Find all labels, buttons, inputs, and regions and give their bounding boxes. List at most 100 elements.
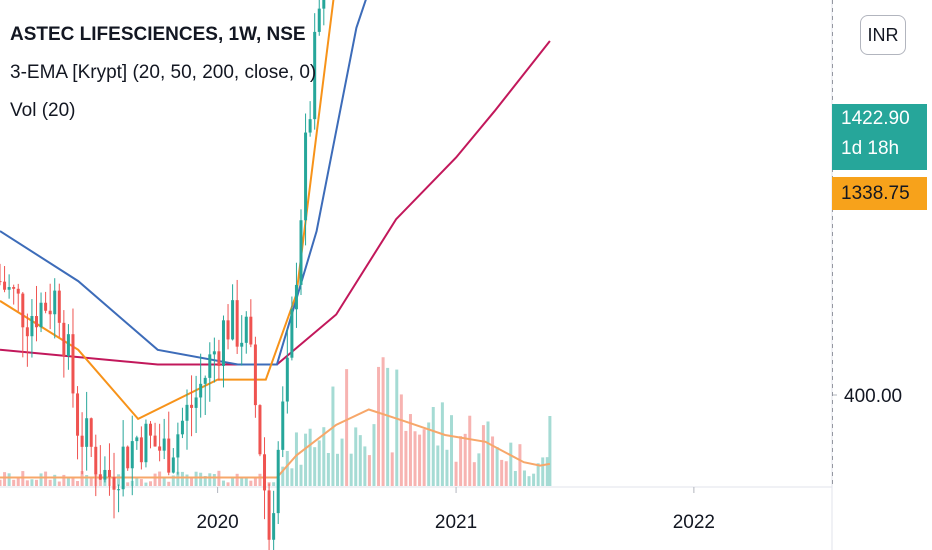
candle-body [121, 446, 125, 490]
volume-bar [203, 475, 207, 486]
candle-body [180, 420, 184, 435]
volume-bar [527, 476, 531, 486]
candle-body [322, 0, 326, 9]
volume-bar [167, 481, 171, 486]
volume-bar [98, 478, 102, 486]
candle-body [117, 489, 121, 491]
volume-bar [57, 481, 61, 486]
volume-bar [0, 479, 2, 486]
candle-body [276, 449, 280, 514]
candle-body [135, 437, 139, 442]
volume-bar [450, 415, 454, 486]
volume-bar [158, 471, 162, 486]
candle-body [240, 342, 244, 347]
volume-bar [399, 394, 403, 486]
candle-body [253, 344, 257, 406]
volume-bar [290, 468, 294, 486]
volume-bar [513, 470, 517, 486]
volume-bar [500, 459, 504, 486]
volume-bar [548, 416, 552, 486]
candle-body [16, 288, 20, 294]
candle-body [3, 281, 7, 290]
candle-body [176, 434, 180, 458]
candle-body [126, 446, 130, 469]
candle-body [57, 290, 61, 323]
candle-body [221, 320, 225, 366]
volume-bar [367, 455, 371, 486]
volume-bar [349, 453, 353, 486]
volume-bar [272, 482, 276, 486]
volume-bar [76, 481, 80, 486]
ema-indicator-legend[interactable]: 3-EMA [Krypt] (20, 50, 200, close, 0) [10, 62, 317, 83]
volume-bar [48, 479, 52, 486]
volume-bar [335, 453, 339, 486]
volume-bar [522, 470, 526, 486]
candle-body [190, 404, 194, 408]
volume-bar [249, 480, 253, 486]
volume-bar [21, 471, 25, 486]
volume-bar [481, 425, 485, 486]
volume-bar [285, 451, 289, 486]
volume-bar [363, 446, 367, 486]
volume-bar [16, 476, 20, 486]
volume-bar [281, 466, 285, 486]
candle-body [66, 334, 70, 356]
volume-bar [308, 428, 312, 486]
volume-bar [221, 480, 225, 486]
volume-bar [477, 453, 481, 486]
volume-bar [436, 445, 440, 486]
ema20-line [0, 0, 335, 421]
volume-bar [144, 482, 148, 486]
volume-bar [139, 479, 143, 486]
candle-body [212, 351, 216, 355]
volume-bar [322, 427, 326, 486]
volume-bar [326, 452, 330, 486]
time-tick-label: 2021 [435, 512, 477, 533]
volume-bar [491, 436, 495, 486]
volume-bar [199, 472, 203, 486]
volume-bar [194, 471, 198, 486]
volume-bar [381, 357, 385, 486]
volume-bar [377, 366, 381, 486]
volume-bar [518, 444, 522, 486]
volume-bar [153, 473, 157, 486]
volume-bar [258, 473, 262, 486]
candle-body [98, 474, 102, 480]
candle-body [149, 423, 153, 436]
volume-bar [413, 431, 417, 486]
volume-bar [454, 461, 458, 486]
level-price-tag: 1338.75 [832, 177, 927, 210]
candle-body [167, 438, 171, 473]
candle-body [48, 310, 52, 315]
volume-bar [358, 435, 362, 486]
candle-body [107, 469, 111, 478]
last-price-value: 1422.90 [841, 108, 910, 129]
volume-bar [44, 471, 48, 486]
volume-bar [240, 477, 244, 486]
candle-body [294, 284, 298, 310]
candle-body [34, 316, 38, 328]
volume-bar [504, 461, 508, 486]
candle-body [12, 287, 16, 289]
candle-body [217, 351, 221, 366]
candle-body [185, 404, 189, 421]
candle-body [53, 290, 57, 315]
volume-bar [80, 471, 84, 486]
candle-body [103, 469, 107, 480]
chart-title[interactable]: ASTEC LIFESCIENCES, 1W, NSE [10, 24, 306, 45]
volume-bar [463, 433, 467, 486]
volume-bar [340, 438, 344, 486]
currency-button[interactable]: INR [860, 15, 906, 55]
volume-indicator-legend[interactable]: Vol (20) [10, 100, 76, 121]
candle-body [0, 281, 2, 283]
volume-bar [235, 473, 239, 486]
volume-bar [231, 477, 235, 486]
candle-body [258, 405, 262, 455]
volume-bar [212, 474, 216, 486]
candle-body [272, 513, 276, 540]
bar-countdown: 1d 18h [841, 138, 900, 159]
candle-body [304, 132, 308, 221]
candle-body [249, 316, 253, 345]
candle-body [130, 441, 134, 469]
